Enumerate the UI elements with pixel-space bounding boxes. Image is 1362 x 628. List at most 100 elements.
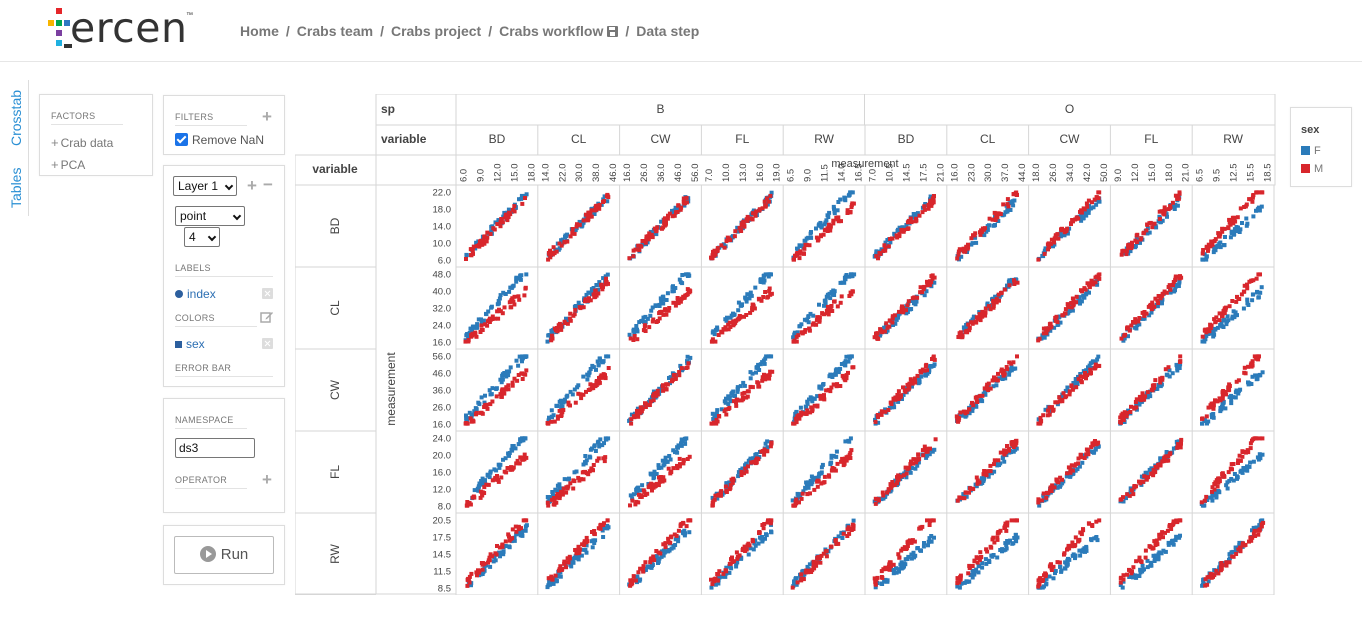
point-size-select[interactable]: 4 [184, 227, 220, 247]
data-point-f [1235, 228, 1240, 233]
data-point-m [889, 564, 893, 569]
data-point-f [731, 389, 736, 394]
data-point-m [555, 416, 560, 421]
data-point-m [724, 239, 729, 244]
color-sex-item[interactable]: sex [175, 337, 205, 351]
factor-label: PCA [60, 158, 86, 172]
data-point-m [905, 540, 910, 545]
data-point-m [670, 379, 674, 384]
data-point-m [668, 535, 673, 540]
data-point-m [663, 219, 668, 224]
namespace-input[interactable] [175, 438, 255, 458]
tab-crosstab[interactable]: Crosstab [8, 89, 24, 146]
data-point-m [516, 524, 521, 529]
data-point-f [834, 454, 839, 459]
data-point-f [743, 295, 748, 300]
data-point-f [600, 528, 605, 533]
data-point-f [497, 296, 502, 301]
data-point-f [831, 204, 836, 209]
data-point-f [1204, 333, 1209, 338]
data-point-f [761, 280, 766, 285]
data-point-m [1049, 489, 1054, 493]
edit-icon[interactable] [260, 310, 274, 324]
data-point-f [524, 192, 529, 197]
variable-header-label: variable [381, 132, 427, 146]
data-point-f [1044, 581, 1049, 586]
data-point-m [893, 395, 898, 400]
data-point-m [995, 537, 1000, 542]
data-point-f [909, 466, 914, 470]
remove-color-close-icon[interactable] [262, 338, 273, 349]
add-operator-plus-icon[interactable]: + [262, 470, 272, 489]
data-point-m [915, 373, 920, 378]
tercen-logo[interactable]: ercen ™ [46, 4, 196, 52]
data-point-m [834, 384, 839, 389]
data-point-m [1133, 317, 1138, 322]
data-point-m [889, 402, 894, 406]
checkbox-checked-icon[interactable] [175, 133, 188, 146]
tab-tables[interactable]: Tables [8, 167, 24, 208]
data-point-f [959, 254, 964, 259]
data-point-f [842, 195, 847, 200]
data-point-f [840, 536, 845, 540]
add-layer-plus-icon[interactable]: + [247, 176, 257, 195]
factor-crab-data[interactable]: + Crab data [51, 135, 113, 150]
data-point-f [1218, 245, 1223, 250]
data-point-m [633, 578, 638, 583]
remove-layer-minus-icon[interactable]: − [263, 175, 273, 194]
data-point-f [640, 483, 645, 488]
data-point-m [887, 324, 892, 329]
data-point-m [761, 449, 766, 453]
data-point-m [549, 333, 554, 338]
data-point-f [1058, 232, 1063, 237]
label-index-item[interactable]: index [175, 287, 216, 301]
data-point-f [605, 199, 610, 204]
data-point-m [492, 316, 497, 321]
breadcrumb-project[interactable]: Crabs project [390, 23, 482, 39]
data-point-f [1013, 447, 1018, 452]
data-point-m [905, 303, 910, 308]
data-point-f [1121, 579, 1126, 584]
breadcrumb-home[interactable]: Home [240, 23, 279, 39]
data-point-m [606, 366, 611, 370]
geom-select[interactable]: point [175, 206, 245, 226]
data-point-f [802, 238, 807, 243]
data-point-m [641, 569, 646, 574]
data-point-f [1063, 388, 1068, 393]
data-point-m [574, 551, 579, 556]
x-tick-label: 46.0 [608, 164, 619, 183]
data-point-m [1252, 436, 1257, 441]
data-point-m [504, 387, 508, 392]
data-point-m [850, 522, 855, 527]
data-point-f [746, 458, 751, 463]
data-point-m [1236, 458, 1241, 463]
data-point-m [677, 456, 682, 461]
run-button[interactable]: Run [174, 536, 274, 574]
breadcrumb-data-step[interactable]: Data step [636, 23, 700, 39]
breadcrumb-team[interactable]: Crabs team [296, 23, 374, 39]
add-filter-plus-icon[interactable]: + [262, 107, 272, 126]
data-point-m [792, 503, 797, 508]
factor-pca[interactable]: + PCA [51, 157, 85, 172]
layer-select[interactable]: Layer 1 [173, 176, 237, 196]
data-point-f [476, 317, 481, 322]
x-tick-label: 14.0 [837, 164, 848, 183]
data-point-m [1122, 333, 1127, 338]
remove-label-close-icon[interactable] [262, 288, 273, 299]
data-point-f [523, 354, 527, 359]
breadcrumb-workflow[interactable]: Crabs workflow [499, 23, 604, 39]
remove-nan-checkbox[interactable]: Remove NaN [175, 133, 264, 147]
data-point-m [566, 484, 571, 489]
data-point-m [829, 304, 834, 308]
data-point-m [1005, 444, 1009, 448]
data-point-f [506, 207, 511, 212]
data-point-m [580, 470, 585, 475]
data-point-f [556, 574, 561, 578]
data-point-f [677, 277, 682, 282]
data-point-f [929, 539, 934, 544]
factor-dot-icon [175, 290, 183, 298]
data-point-m [1084, 452, 1089, 457]
data-point-m [1216, 476, 1221, 481]
save-icon[interactable] [607, 26, 619, 37]
